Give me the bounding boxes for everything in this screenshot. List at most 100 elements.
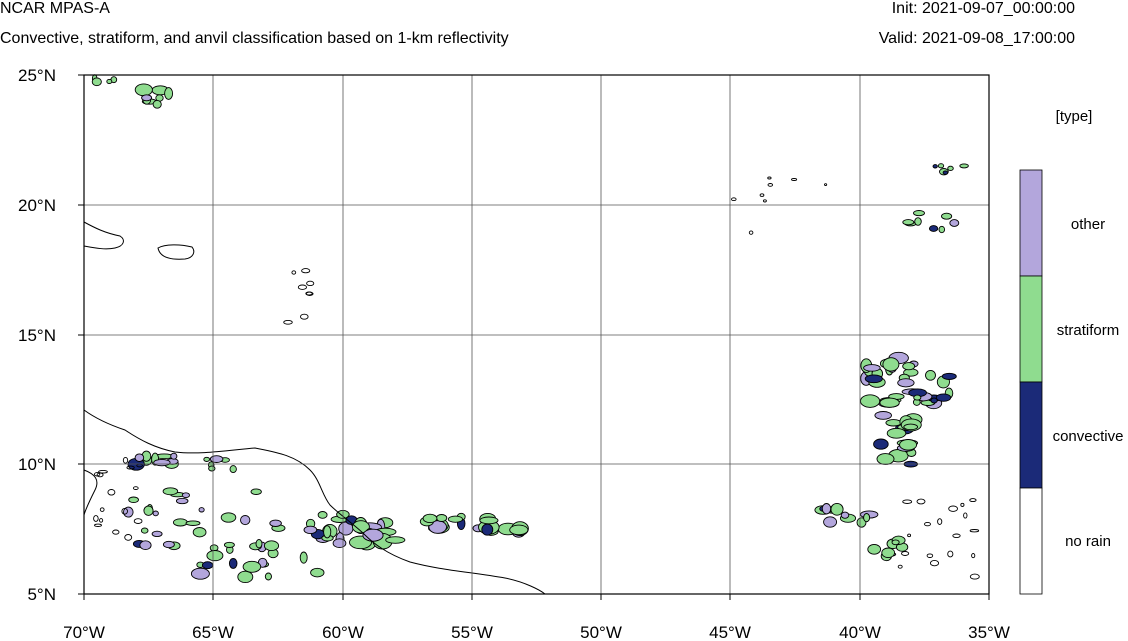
precip-blob	[435, 514, 448, 522]
precip-blob	[134, 83, 153, 97]
precip-blob	[941, 212, 953, 220]
precip-blob	[767, 176, 772, 180]
precip-blob	[867, 543, 882, 555]
precip-blob	[897, 564, 903, 569]
x-tick-label: 35°W	[968, 623, 1010, 641]
precip-blob	[190, 567, 210, 580]
precip-blob	[301, 268, 311, 274]
precip-blob	[220, 512, 237, 523]
precip-blob	[903, 423, 919, 431]
map-title: NCAR MPAS-A	[0, 0, 110, 17]
precip-blob	[937, 163, 945, 169]
precip-blob	[899, 439, 918, 451]
precip-blob	[731, 197, 737, 202]
precip-blob	[481, 523, 494, 536]
precip-blob	[759, 193, 765, 197]
precip-blob	[123, 506, 134, 518]
precip-blob	[283, 319, 293, 325]
precip-blob	[902, 219, 915, 226]
x-axis: 70°W 65°W 60°W 55°W 50°W 45°W 40°W 35°W	[63, 594, 1010, 641]
precip-blob	[963, 512, 968, 519]
x-tick-label: 50°W	[580, 623, 622, 641]
precip-blob	[242, 560, 262, 573]
y-tick-label: 5°N	[27, 585, 56, 604]
precip-blob	[913, 394, 922, 401]
y-tick-label: 25°N	[18, 66, 56, 85]
precip-blob	[762, 199, 767, 203]
precip-blob	[122, 456, 129, 464]
precip-blob	[107, 489, 116, 496]
precip-blob	[323, 525, 332, 539]
y-tick-label: 20°N	[18, 196, 56, 215]
precip-blob	[767, 183, 774, 187]
precip-blob	[209, 544, 219, 552]
precip-blob	[139, 540, 152, 551]
precip-blob	[791, 178, 798, 181]
precip-blob	[902, 362, 916, 371]
precip-blob	[201, 561, 214, 570]
precip-blob	[935, 393, 952, 402]
map-subtitle: Convective, stratiform, and anvil classi…	[0, 30, 509, 47]
precip-blob	[891, 539, 900, 546]
precip-blob	[228, 557, 238, 569]
legend-swatch-convective	[1019, 381, 1043, 489]
y-tick-label: 15°N	[18, 326, 56, 345]
precip-blob	[141, 94, 153, 102]
precip-blob	[938, 225, 946, 234]
precip-blob	[140, 527, 149, 534]
precip-blob	[913, 210, 925, 217]
precip-blob	[126, 465, 135, 470]
precip-blob	[128, 496, 139, 504]
precip-blob	[948, 505, 958, 512]
precip-blob	[93, 515, 99, 522]
precip-blob	[332, 538, 347, 549]
precip-blob	[959, 163, 969, 169]
precip-blob	[937, 518, 943, 525]
precip-blob	[969, 498, 977, 503]
precip-blob	[306, 280, 315, 287]
precip-blob	[192, 527, 207, 538]
precip-patches	[91, 74, 980, 584]
precip-blob	[925, 369, 936, 381]
south-america-coast	[83, 409, 546, 595]
precip-blob	[240, 515, 251, 526]
precip-blob	[821, 503, 832, 515]
precip-blob	[362, 528, 384, 542]
precip-blob	[960, 502, 965, 507]
precip-blob	[748, 230, 754, 235]
precip-blob	[914, 217, 922, 226]
legend-swatch-no-rain	[1019, 487, 1043, 595]
precip-blob	[824, 183, 828, 186]
precip-blob	[99, 518, 104, 523]
precip-blob	[237, 570, 254, 584]
precip-blob	[151, 530, 163, 538]
precip-blob	[133, 518, 143, 524]
precip-blob	[297, 284, 307, 290]
precip-blob	[969, 529, 980, 533]
x-tick-label: 45°W	[709, 623, 751, 641]
precip-blob	[873, 438, 889, 450]
precip-blob	[926, 553, 934, 558]
precip-blob	[886, 427, 907, 439]
precip-blob	[874, 411, 892, 420]
precip-blob	[879, 397, 900, 408]
legend-title: [type]	[1056, 108, 1093, 125]
precip-blob	[916, 498, 926, 505]
precip-blob	[162, 487, 179, 496]
precip-blob	[942, 170, 949, 175]
precip-blob	[305, 291, 314, 296]
precip-blob	[881, 547, 896, 559]
precip-blob	[928, 225, 939, 232]
precip-blob	[299, 551, 308, 564]
precip-blob	[303, 525, 318, 535]
precip-blob	[164, 87, 174, 100]
precip-blob	[509, 524, 529, 536]
precip-blob	[143, 505, 154, 516]
legend-label-stratiform: stratiform	[1057, 322, 1120, 339]
precip-blob	[385, 536, 406, 544]
precip-blob	[291, 270, 297, 275]
precip-blob	[91, 77, 102, 87]
x-tick-label: 70°W	[63, 623, 105, 641]
precip-blob	[902, 499, 913, 504]
legend-label-other: other	[1071, 216, 1105, 233]
